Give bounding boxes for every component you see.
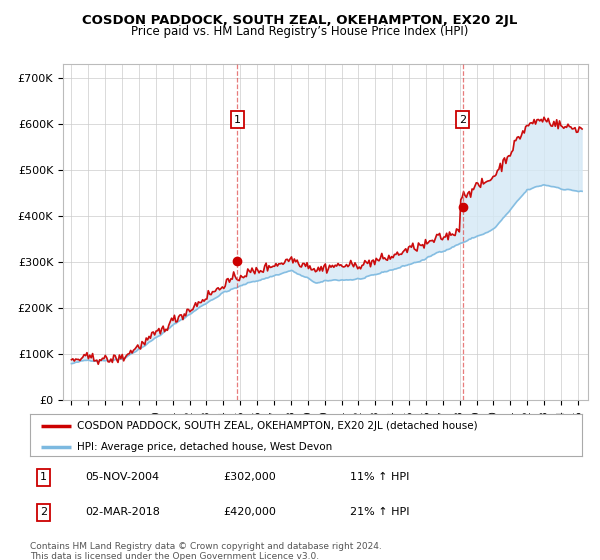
Text: £302,000: £302,000 [223, 473, 276, 482]
Text: 05-NOV-2004: 05-NOV-2004 [85, 473, 160, 482]
Text: Price paid vs. HM Land Registry’s House Price Index (HPI): Price paid vs. HM Land Registry’s House … [131, 25, 469, 38]
Text: COSDON PADDOCK, SOUTH ZEAL, OKEHAMPTON, EX20 2JL: COSDON PADDOCK, SOUTH ZEAL, OKEHAMPTON, … [82, 14, 518, 27]
Text: 02-MAR-2018: 02-MAR-2018 [85, 507, 160, 517]
Text: COSDON PADDOCK, SOUTH ZEAL, OKEHAMPTON, EX20 2JL (detached house): COSDON PADDOCK, SOUTH ZEAL, OKEHAMPTON, … [77, 421, 478, 431]
Text: 2: 2 [459, 115, 466, 125]
Text: 2: 2 [40, 507, 47, 517]
Text: £420,000: £420,000 [223, 507, 276, 517]
Text: 1: 1 [234, 115, 241, 125]
Text: HPI: Average price, detached house, West Devon: HPI: Average price, detached house, West… [77, 442, 332, 452]
Text: 21% ↑ HPI: 21% ↑ HPI [350, 507, 410, 517]
Text: Contains HM Land Registry data © Crown copyright and database right 2024.
This d: Contains HM Land Registry data © Crown c… [30, 542, 382, 560]
Text: 11% ↑ HPI: 11% ↑ HPI [350, 473, 410, 482]
Text: 1: 1 [40, 473, 47, 482]
